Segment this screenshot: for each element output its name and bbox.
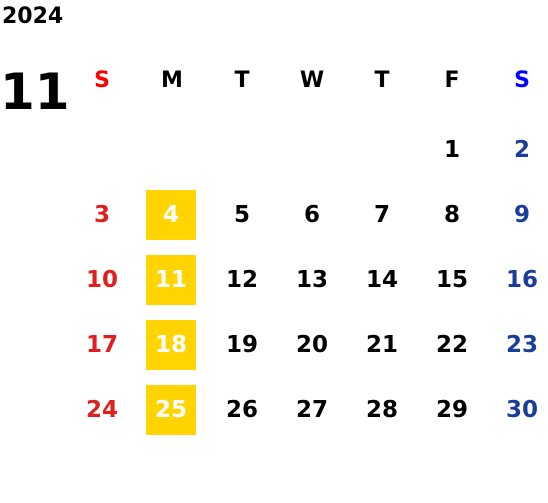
day: 5 [233, 202, 250, 228]
highlighted-day: 4 [146, 190, 196, 240]
day: 16 [505, 267, 538, 293]
day: 2 [513, 137, 530, 163]
day: 19 [225, 332, 258, 358]
day: 24 [85, 397, 118, 423]
month: 11 [0, 63, 70, 121]
day: 12 [225, 267, 258, 293]
weekday-header: F [444, 67, 460, 93]
day: 15 [435, 267, 468, 293]
day: 8 [443, 202, 460, 228]
weekday-header: S [94, 67, 110, 93]
day: 21 [365, 332, 398, 358]
weekday-header: T [234, 67, 250, 93]
highlighted-day: 18 [146, 320, 196, 370]
day: 28 [365, 397, 398, 423]
highlighted-day: 11 [146, 255, 196, 305]
day: 3 [93, 202, 110, 228]
day: 1 [443, 137, 460, 163]
day: 20 [295, 332, 328, 358]
weekday-header: W [299, 67, 325, 93]
day: 10 [85, 267, 118, 293]
day: 13 [295, 267, 328, 293]
day: 30 [505, 397, 538, 423]
highlighted-day: 25 [146, 385, 196, 435]
day: 14 [365, 267, 398, 293]
day: 23 [505, 332, 538, 358]
year: 2024 [2, 4, 64, 29]
day: 9 [513, 202, 530, 228]
weekday-header: S [514, 67, 530, 93]
day: 27 [295, 397, 328, 423]
day: 29 [435, 397, 468, 423]
day: 17 [85, 332, 118, 358]
day: 7 [373, 202, 390, 228]
weekday-header: T [374, 67, 390, 93]
day: 22 [435, 332, 468, 358]
day: 26 [225, 397, 258, 423]
day: 6 [303, 202, 320, 228]
weekday-header: M [161, 67, 183, 93]
